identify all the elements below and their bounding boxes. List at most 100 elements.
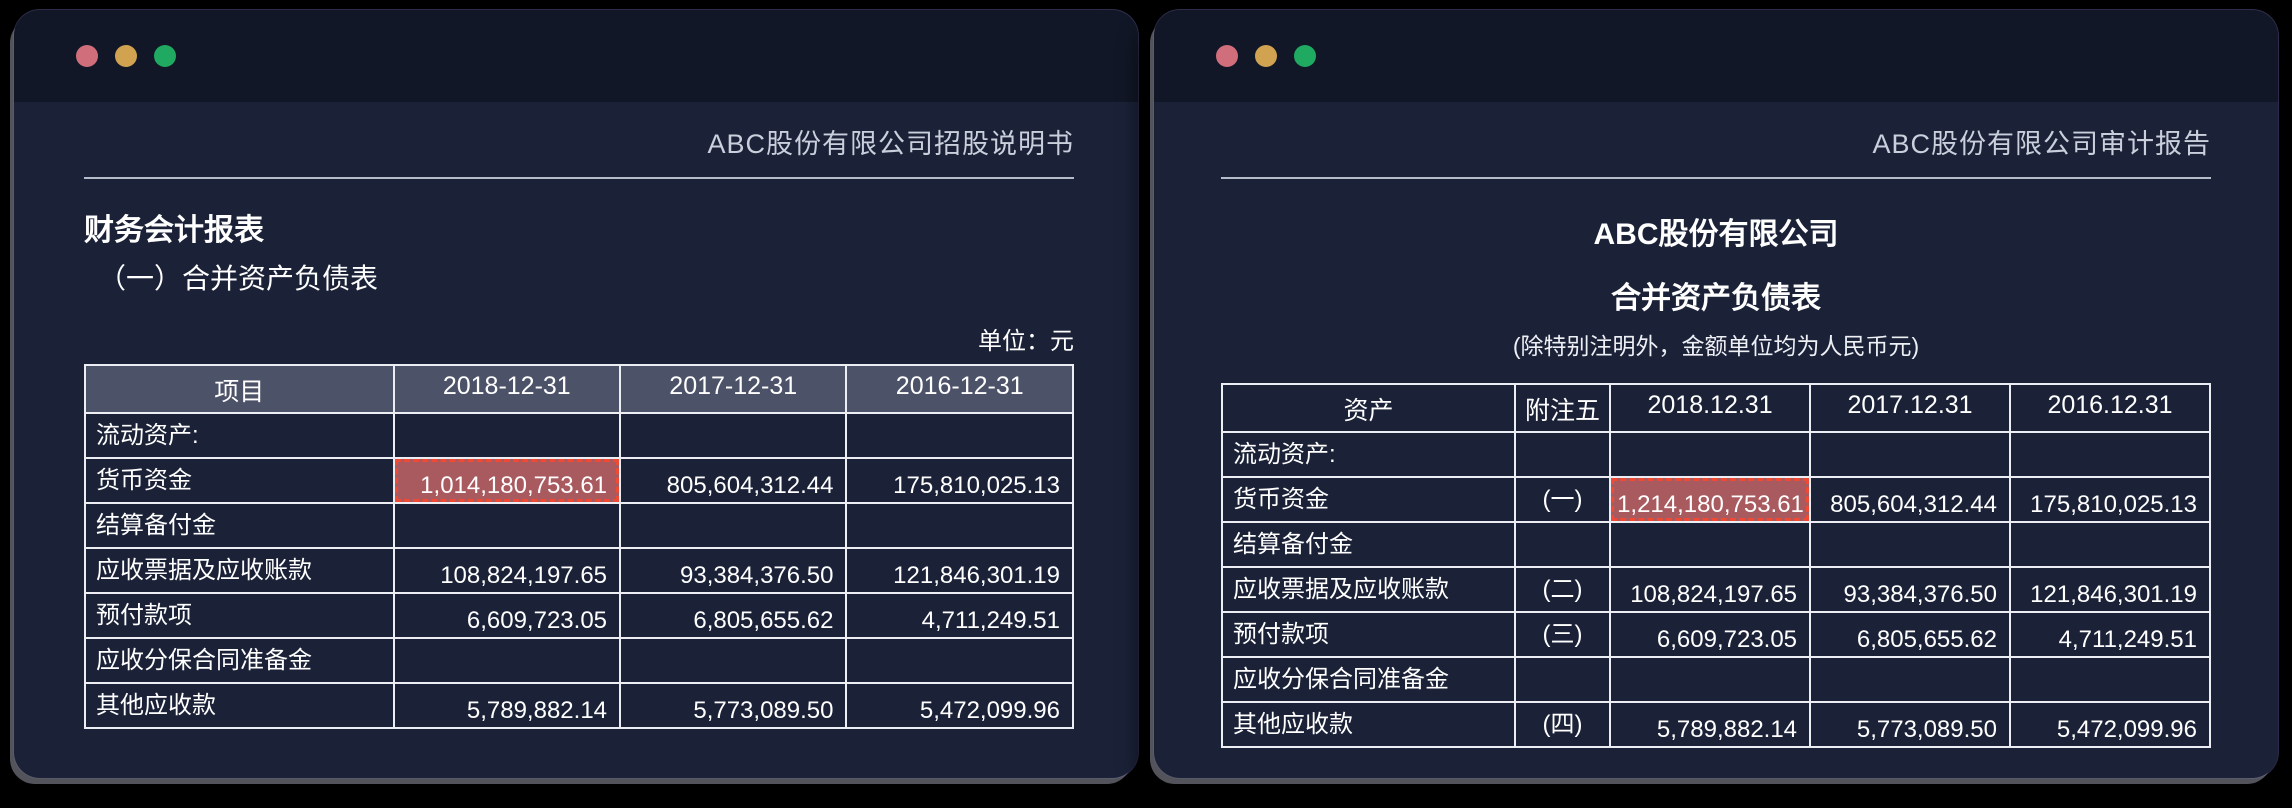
- value-cell: [392, 637, 622, 684]
- table-row: 流动资产:: [84, 412, 1074, 459]
- row-label: 应收票据及应收账款: [1220, 566, 1517, 613]
- left-document: ABC股份有限公司招股说明书 财务会计报表 （一）合并资产负债表 单位：元 项目…: [14, 122, 1138, 729]
- minimize-button-icon[interactable]: [115, 45, 137, 67]
- column-header: 2018-12-31: [392, 364, 622, 414]
- value-cell: [845, 637, 1074, 684]
- value-cell: 4,711,249.51: [845, 592, 1074, 639]
- value-cell: 108,824,197.65: [1609, 566, 1812, 613]
- column-header: 项目: [84, 364, 395, 414]
- value-cell: 5,773,089.50: [619, 682, 848, 729]
- value-cell: [392, 502, 622, 549]
- table-row: 应收分保合同准备金: [1220, 656, 2211, 703]
- unit-label: 单位：元: [978, 328, 1074, 355]
- left-window: ABC股份有限公司招股说明书 财务会计报表 （一）合并资产负债表 单位：元 项目…: [14, 10, 1138, 778]
- right-balance-sheet-table: 资产 附注五 2018.12.31 2017.12.31 2016.12.31 流动资产:…: [1220, 383, 2211, 748]
- value-cell: 805,604,312.44: [1809, 476, 2011, 523]
- row-label: 结算备付金: [1220, 521, 1517, 568]
- close-button-icon[interactable]: [76, 45, 98, 67]
- value-cell: [2009, 431, 2211, 478]
- note-cell: (三): [1514, 611, 1612, 658]
- value-cell: 93,384,376.50: [619, 547, 848, 594]
- value-cell: [619, 412, 848, 459]
- column-header: 资产: [1220, 383, 1517, 433]
- statement-title: 合并资产负债表: [1611, 282, 1821, 315]
- row-label: 其他应收款: [84, 682, 395, 729]
- column-header: 2018.12.31: [1609, 383, 1812, 433]
- note-cell: [1514, 656, 1612, 703]
- value-cell: 5,773,089.50: [1809, 701, 2011, 748]
- value-cell: [2009, 656, 2211, 703]
- title-divider: [84, 177, 1074, 179]
- highlighted-value-cell: 1,214,180,753.61: [1609, 476, 1812, 523]
- value-cell: 5,472,099.96: [845, 682, 1074, 729]
- table-row: 货币资金 (一) 1,214,180,753.61 805,604,312.44 175…: [1220, 476, 2211, 523]
- table-row: 应收票据及应收账款 (二) 108,824,197.65 93,384,376.50 1…: [1220, 566, 2211, 613]
- value-cell: 5,789,882.14: [392, 682, 622, 729]
- maximize-button-icon[interactable]: [1294, 45, 1316, 67]
- value-cell: 5,789,882.14: [1609, 701, 1812, 748]
- value-cell: 121,846,301.19: [2009, 566, 2211, 613]
- note-cell: (二): [1514, 566, 1612, 613]
- column-header: 2016-12-31: [845, 364, 1074, 414]
- value-cell: 6,609,723.05: [392, 592, 622, 639]
- title-divider: [1221, 177, 2211, 179]
- value-cell: 6,609,723.05: [1609, 611, 1812, 658]
- value-cell: [1809, 521, 2011, 568]
- value-cell: 108,824,197.65: [392, 547, 622, 594]
- close-button-icon[interactable]: [1216, 45, 1238, 67]
- header-row: 项目 2018-12-31 2017-12-31 2016-12-31: [84, 364, 1074, 414]
- document-title: ABC股份有限公司招股说明书: [707, 129, 1074, 159]
- company-title: ABC股份有限公司: [1593, 218, 1839, 251]
- table-row: 结算备付金: [84, 502, 1074, 549]
- value-cell: 805,604,312.44: [619, 457, 848, 504]
- table-row: 货币资金 1,014,180,753.61 805,604,312.44 175,81…: [84, 457, 1074, 504]
- right-titlebar: [1154, 10, 2278, 102]
- row-label: 流动资产:: [1220, 431, 1517, 478]
- column-header: 2017.12.31: [1809, 383, 2011, 433]
- column-header: 2016.12.31: [2009, 383, 2211, 433]
- highlighted-value-cell: 1,014,180,753.61: [392, 457, 622, 504]
- table-row: 应收票据及应收账款 108,824,197.65 93,384,376.50 121,…: [84, 547, 1074, 594]
- row-label: 应收分保合同准备金: [1220, 656, 1517, 703]
- value-cell: 5,472,099.96: [2009, 701, 2211, 748]
- right-window: ABC股份有限公司审计报告 ABC股份有限公司 合并资产负债表 (除特别注明外，…: [1154, 10, 2278, 778]
- column-header: 附注五: [1514, 383, 1612, 433]
- minimize-button-icon[interactable]: [1255, 45, 1277, 67]
- table-row: 流动资产:: [1220, 431, 2211, 478]
- value-cell: [1609, 521, 1812, 568]
- value-cell: [845, 412, 1074, 459]
- value-cell: 4,711,249.51: [2009, 611, 2211, 658]
- table-row: 其他应收款 5,789,882.14 5,773,089.50 5,472,099.9…: [84, 682, 1074, 729]
- value-cell: [392, 412, 622, 459]
- row-label: 应收票据及应收账款: [84, 547, 395, 594]
- subsection-title: （一）合并资产负债表: [98, 263, 379, 294]
- table-row: 预付款项 (三) 6,609,723.05 6,805,655.62 4,711,249…: [1220, 611, 2211, 658]
- table-row: 结算备付金: [1220, 521, 2211, 568]
- left-titlebar: [14, 10, 1138, 102]
- value-cell: 121,846,301.19: [845, 547, 1074, 594]
- value-cell: [1809, 431, 2011, 478]
- right-document: ABC股份有限公司审计报告 ABC股份有限公司 合并资产负债表 (除特别注明外，…: [1154, 122, 2278, 748]
- header-row: 资产 附注五 2018.12.31 2017.12.31 2016.12.31: [1220, 383, 2211, 433]
- value-cell: [1609, 431, 1812, 478]
- value-cell: 175,810,025.13: [2009, 476, 2211, 523]
- row-label: 货币资金: [1220, 476, 1517, 523]
- note-cell: [1514, 431, 1612, 478]
- value-cell: 93,384,376.50: [1809, 566, 2011, 613]
- value-cell: [619, 502, 848, 549]
- table-row: 应收分保合同准备金: [84, 637, 1074, 684]
- value-cell: [1609, 656, 1812, 703]
- value-cell: 175,810,025.13: [845, 457, 1074, 504]
- table-row: 预付款项 6,609,723.05 6,805,655.62 4,711,249.51: [84, 592, 1074, 639]
- row-label: 结算备付金: [84, 502, 395, 549]
- column-header: 2017-12-31: [619, 364, 848, 414]
- maximize-button-icon[interactable]: [154, 45, 176, 67]
- section-title: 财务会计报表: [84, 214, 264, 247]
- value-cell: [845, 502, 1074, 549]
- left-balance-sheet-table: 项目 2018-12-31 2017-12-31 2016-12-31 流动资产: 货币资…: [84, 364, 1074, 729]
- note-cell: [1514, 521, 1612, 568]
- row-label: 预付款项: [84, 592, 395, 639]
- note-cell: (四): [1514, 701, 1612, 748]
- note-cell: (一): [1514, 476, 1612, 523]
